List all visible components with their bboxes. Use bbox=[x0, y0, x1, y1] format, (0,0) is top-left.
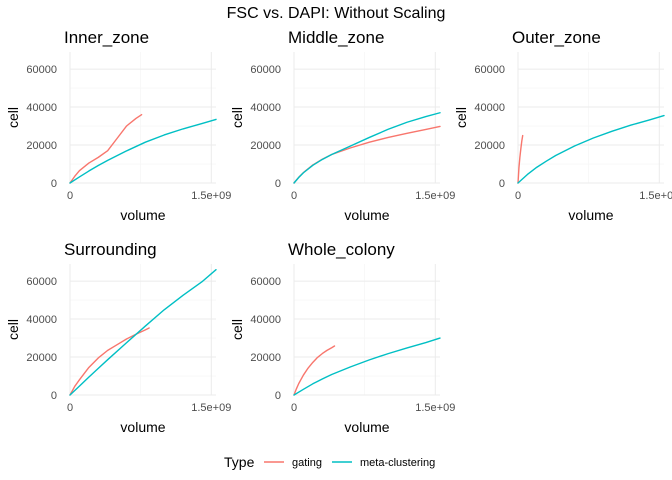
series-line-meta-clustering bbox=[293, 337, 441, 396]
y-tick-label: 40000 bbox=[26, 102, 57, 114]
x-tick-label: 1.5e+09 bbox=[415, 190, 455, 202]
facet-panel: Outer_zone 0 20000 40000 60000 0 1.5e+09 volume… bbox=[453, 28, 672, 223]
y-tick-label: 40000 bbox=[250, 314, 281, 326]
x-tick-label: 0 bbox=[67, 190, 73, 202]
y-axis-label: cell bbox=[453, 107, 469, 128]
y-tick-label: 0 bbox=[499, 178, 505, 190]
y-tick-label: 0 bbox=[275, 390, 281, 402]
x-tick-label: 1.5e+09 bbox=[639, 190, 672, 202]
y-tick-label: 20000 bbox=[250, 140, 281, 152]
y-tick-label: 40000 bbox=[26, 314, 57, 326]
y-tick-label: 0 bbox=[51, 390, 57, 402]
series-line-gating bbox=[69, 113, 143, 184]
y-tick-label: 20000 bbox=[26, 352, 57, 364]
facet-title: Outer_zone bbox=[512, 28, 601, 47]
x-tick-label: 1.5e+09 bbox=[191, 402, 231, 414]
x-tick-label: 0 bbox=[515, 190, 521, 202]
series-line-meta-clustering bbox=[69, 269, 217, 396]
y-tick-label: 0 bbox=[51, 178, 57, 190]
series-line-gating bbox=[293, 125, 441, 184]
y-tick-label: 60000 bbox=[26, 64, 57, 76]
facet-panel: Middle_zone 0 20000 40000 60000 0 1.5e+09 volum… bbox=[229, 28, 455, 223]
legend-title: Type bbox=[224, 454, 255, 470]
y-tick-label: 40000 bbox=[250, 102, 281, 114]
x-tick-label: 0 bbox=[291, 190, 297, 202]
facet-title: Inner_zone bbox=[64, 28, 149, 47]
series-line-meta-clustering bbox=[517, 114, 665, 184]
y-axis-label: cell bbox=[229, 107, 245, 128]
legend-label: gating bbox=[292, 457, 322, 469]
series-line-meta-clustering bbox=[293, 112, 441, 184]
y-axis-label: cell bbox=[5, 319, 21, 340]
x-axis-label: volume bbox=[120, 207, 165, 223]
facet-panel: Surrounding 0 20000 40000 60000 0 1.5e+09 volum… bbox=[5, 240, 231, 435]
legend-entries: gating meta-clustering bbox=[264, 457, 435, 469]
y-axis-label: cell bbox=[229, 319, 245, 340]
facet-title: Middle_zone bbox=[288, 28, 384, 47]
series-line-gating bbox=[517, 134, 524, 184]
legend-label: meta-clustering bbox=[360, 457, 435, 469]
series-line-meta-clustering bbox=[69, 118, 217, 184]
legend: Type gating meta-clustering bbox=[224, 454, 435, 470]
facet-title: Surrounding bbox=[64, 240, 157, 259]
x-axis-label: volume bbox=[344, 419, 389, 435]
y-tick-label: 20000 bbox=[250, 352, 281, 364]
y-tick-label: 60000 bbox=[474, 64, 505, 76]
y-tick-label: 60000 bbox=[250, 64, 281, 76]
y-tick-label: 0 bbox=[275, 178, 281, 190]
x-tick-label: 1.5e+09 bbox=[191, 190, 231, 202]
facet-panels: Inner_zone 0 20000 40000 60000 0 1.5e+09 volume… bbox=[5, 28, 672, 435]
y-tick-label: 20000 bbox=[26, 140, 57, 152]
y-axis-label: cell bbox=[5, 107, 21, 128]
x-axis-label: volume bbox=[120, 419, 165, 435]
facet-panel: Inner_zone 0 20000 40000 60000 0 1.5e+09 volume… bbox=[5, 28, 231, 223]
chart-title: FSC vs. DAPI: Without Scaling bbox=[227, 5, 446, 22]
x-axis-label: volume bbox=[344, 207, 389, 223]
x-axis-label: volume bbox=[568, 207, 613, 223]
y-tick-label: 40000 bbox=[474, 102, 505, 114]
x-tick-label: 0 bbox=[291, 402, 297, 414]
x-tick-label: 1.5e+09 bbox=[415, 402, 455, 414]
series-line-gating bbox=[69, 327, 150, 396]
y-tick-label: 60000 bbox=[250, 276, 281, 288]
series-line-gating bbox=[293, 345, 336, 396]
facet-panel: Whole_colony 0 20000 40000 60000 0 1.5e+09 volu… bbox=[229, 240, 455, 435]
x-tick-label: 0 bbox=[67, 402, 73, 414]
y-tick-label: 60000 bbox=[26, 276, 57, 288]
facet-title: Whole_colony bbox=[288, 240, 395, 259]
y-tick-label: 20000 bbox=[474, 140, 505, 152]
